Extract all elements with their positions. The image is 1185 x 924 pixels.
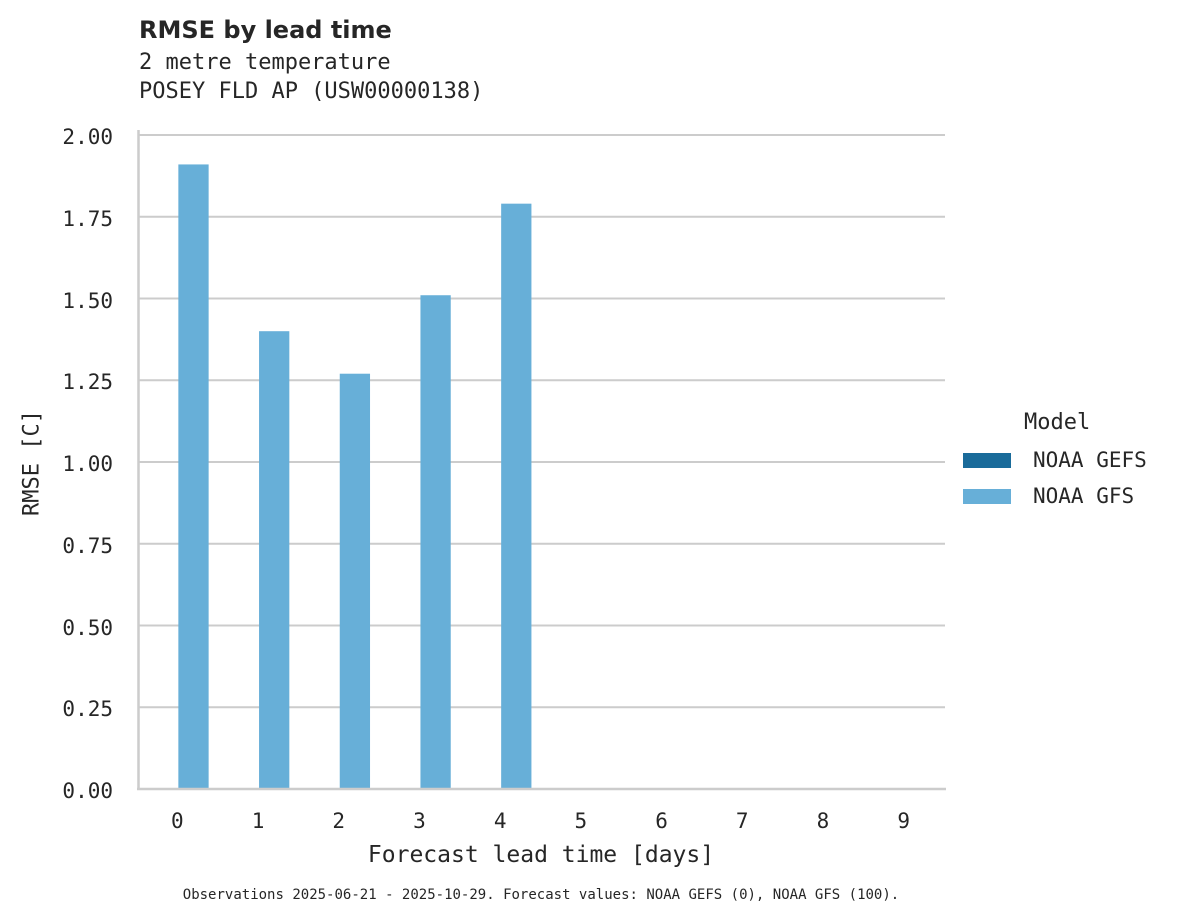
y-tick-label: 0.75 <box>62 533 113 558</box>
x-tick-label: 8 <box>816 809 830 833</box>
x-tick-label: 7 <box>735 809 749 833</box>
legend-item-gefs: NOAA GEFS <box>963 448 1147 472</box>
y-tick-label: 0.00 <box>62 779 113 803</box>
footnote: Observations 2025-06-21 - 2025-10-29. Fo… <box>182 887 900 903</box>
legend-item-gfs: NOAA GFS <box>963 484 1135 508</box>
chart-title: RMSE by lead time <box>139 16 392 44</box>
y-tick-label: 1.50 <box>62 288 113 313</box>
legend-label-gfs: NOAA GFS <box>1033 484 1135 508</box>
y-tick-label: 1.25 <box>62 370 113 395</box>
y-tick-label: 0.50 <box>62 615 113 640</box>
legend-label-gefs: NOAA GEFS <box>1033 448 1147 472</box>
bar-noaa-gfs-0 <box>178 164 209 789</box>
bar-noaa-gfs-3 <box>420 295 451 789</box>
bar-noaa-gfs-4 <box>501 203 532 790</box>
x-tick-label: 4 <box>493 809 507 833</box>
y-tick-label: 0.25 <box>62 697 113 722</box>
x-tick-label: 9 <box>897 809 910 833</box>
x-tick-label: 0 <box>171 809 184 833</box>
legend-swatch-gfs <box>963 488 1011 504</box>
y-tick-label: 1.00 <box>62 452 113 476</box>
x-tick-label: 3 <box>413 809 426 833</box>
y-tick-label: 2.00 <box>62 125 113 149</box>
x-axis-label: Forecast lead time [days] <box>367 842 715 868</box>
bar-noaa-gfs-1 <box>259 331 290 789</box>
x-tick-label: 1 <box>251 809 265 833</box>
legend-title: Model <box>1024 410 1091 435</box>
x-tick-label: 5 <box>574 809 588 833</box>
bars <box>178 164 532 790</box>
chart-subtitle-variable: 2 metre temperature <box>139 50 391 75</box>
y-tick-label: 1.75 <box>62 206 113 231</box>
x-tick-label: 2 <box>332 809 346 833</box>
legend-swatch-gefs <box>963 452 1011 468</box>
chart-subtitle-station: POSEY FLD AP (USW00000138) <box>139 79 484 104</box>
x-tick-label: 6 <box>655 809 668 833</box>
bar-noaa-gfs-2 <box>339 373 371 789</box>
